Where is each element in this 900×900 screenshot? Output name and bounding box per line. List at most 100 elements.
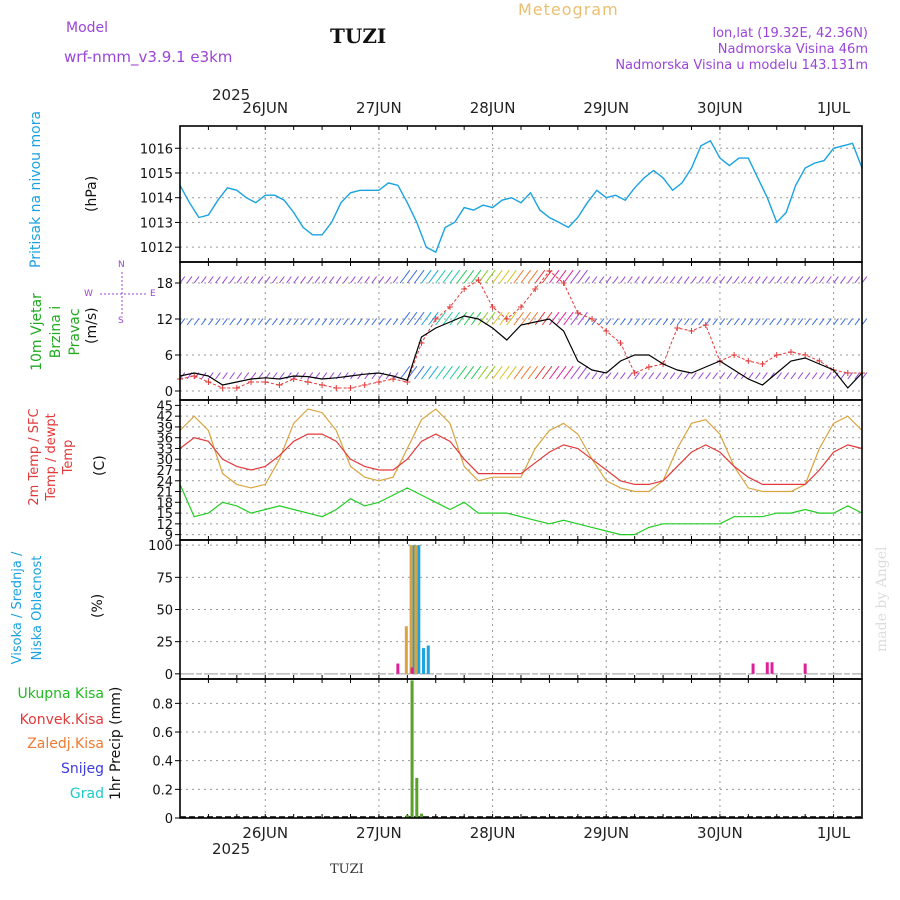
wind-barb bbox=[726, 318, 733, 326]
wind-barb bbox=[776, 276, 782, 284]
wind-barb bbox=[669, 372, 676, 380]
wind-barb bbox=[477, 311, 489, 326]
wind-barb bbox=[676, 372, 683, 380]
temp-label: 27 bbox=[156, 464, 173, 479]
cloud-bar bbox=[414, 545, 418, 674]
wind-barb bbox=[357, 318, 363, 326]
wind-barb bbox=[776, 372, 782, 380]
wind-barb bbox=[783, 372, 790, 380]
wind-barb bbox=[676, 276, 683, 284]
legend-grad: Grad bbox=[69, 786, 104, 802]
gust-marker bbox=[532, 286, 539, 292]
wind-barb bbox=[421, 311, 432, 326]
wind-barb bbox=[833, 372, 839, 380]
wind-barb bbox=[435, 311, 446, 326]
day-label-bottom: 1JUL bbox=[817, 824, 851, 842]
wind-barb bbox=[215, 318, 221, 326]
temp-label: 30 bbox=[156, 453, 173, 468]
wind-barb bbox=[655, 318, 662, 326]
temp-label: 12 bbox=[156, 518, 173, 533]
wind-barb bbox=[811, 318, 818, 326]
wind-barb bbox=[584, 372, 591, 380]
wind-barb bbox=[840, 276, 846, 284]
wind-barb bbox=[527, 269, 539, 284]
wind-barb bbox=[399, 311, 411, 326]
wind-barb bbox=[378, 276, 385, 284]
wind-barb bbox=[833, 318, 839, 326]
precip-bar bbox=[415, 777, 419, 818]
day-label-top: 1JUL bbox=[817, 99, 851, 117]
wind-barb bbox=[847, 372, 853, 380]
wind-barb bbox=[818, 276, 825, 284]
wind-barb bbox=[399, 269, 411, 284]
wind-barb bbox=[655, 372, 662, 380]
station-title: TUZI bbox=[330, 24, 387, 48]
wind-barb bbox=[719, 276, 726, 284]
wind-barb bbox=[584, 276, 591, 284]
wind-barb bbox=[556, 311, 567, 326]
temp-label: 15 bbox=[156, 507, 173, 522]
wind-barb bbox=[740, 318, 747, 326]
precip-label: 0.8 bbox=[152, 697, 173, 712]
wind-barb bbox=[456, 269, 468, 284]
wind-barb bbox=[406, 269, 418, 284]
wind-barb bbox=[307, 318, 314, 326]
wind-barb bbox=[314, 276, 321, 284]
wind-barb bbox=[840, 318, 846, 326]
precip-label: 0.4 bbox=[152, 755, 173, 770]
wind-barb bbox=[229, 372, 235, 380]
wind-barb bbox=[797, 372, 804, 380]
wind-label: 12 bbox=[156, 313, 173, 328]
wind-barb bbox=[293, 318, 299, 326]
temp-label: 36 bbox=[156, 432, 173, 447]
wind-barb bbox=[328, 276, 335, 284]
cloud-label: 0 bbox=[165, 668, 173, 683]
wind-barb bbox=[286, 276, 292, 284]
wind-barb bbox=[279, 318, 285, 326]
wind-barb bbox=[627, 372, 633, 380]
wind-barb bbox=[208, 318, 214, 326]
gust-marker bbox=[844, 370, 851, 376]
wind-barb bbox=[683, 276, 690, 284]
gust-marker bbox=[603, 328, 610, 334]
wind-barb bbox=[257, 276, 264, 284]
wind-barb bbox=[271, 276, 278, 284]
gust-marker bbox=[290, 376, 297, 382]
elevation-label: Nadmorska Visina 46m bbox=[717, 42, 868, 57]
wind-barb bbox=[783, 276, 790, 284]
wind-barb bbox=[683, 318, 690, 326]
cloud-bar bbox=[765, 662, 769, 674]
wind-barb bbox=[676, 318, 683, 326]
gust-marker bbox=[489, 304, 496, 310]
wind-barb bbox=[620, 318, 626, 326]
wind-barb bbox=[506, 365, 517, 380]
model-label: Model bbox=[66, 20, 109, 36]
wind-barb bbox=[627, 276, 633, 284]
wind-barb bbox=[449, 311, 460, 326]
gust-marker bbox=[731, 352, 738, 358]
wind-barb bbox=[833, 276, 839, 284]
wind-barb bbox=[648, 372, 655, 380]
wind-barb bbox=[428, 269, 439, 284]
day-label-bottom: 27JUN bbox=[356, 824, 402, 842]
cloud-bar bbox=[417, 545, 421, 674]
wind-barb bbox=[200, 318, 207, 326]
wind-barb bbox=[598, 318, 605, 326]
legend-zaledj-kisa: Zaledj.Kisa bbox=[27, 736, 104, 752]
wind-barb bbox=[605, 276, 612, 284]
wind-barb bbox=[499, 269, 510, 284]
wind-barb bbox=[527, 365, 539, 380]
wind-barb bbox=[200, 372, 207, 380]
wind-barb bbox=[570, 365, 581, 380]
wind-barb bbox=[208, 372, 214, 380]
wind-barb bbox=[804, 318, 811, 326]
wind-barb bbox=[804, 276, 811, 284]
wind-barb bbox=[428, 365, 439, 380]
wind-barb bbox=[279, 276, 285, 284]
wind-barb bbox=[229, 318, 235, 326]
wind-barb bbox=[250, 372, 257, 380]
wind-barb bbox=[421, 269, 432, 284]
wind-barb bbox=[733, 276, 740, 284]
wind-barb bbox=[442, 311, 453, 326]
